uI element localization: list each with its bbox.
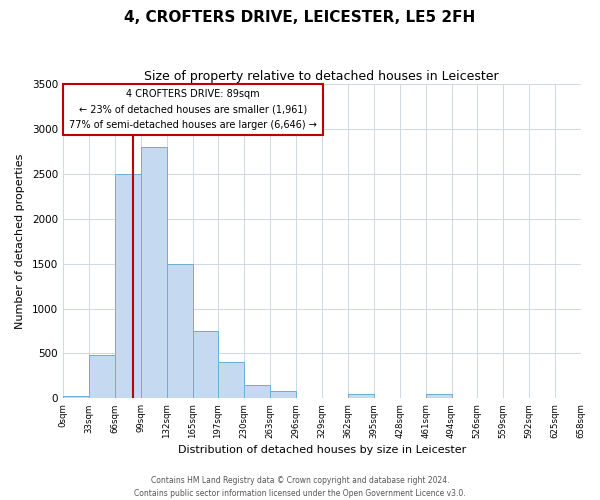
Bar	[348, 394, 374, 398]
FancyBboxPatch shape	[63, 84, 323, 136]
Y-axis label: Number of detached properties: Number of detached properties	[15, 154, 25, 329]
Bar	[141, 147, 167, 399]
Bar	[89, 355, 115, 399]
Text: Contains HM Land Registry data © Crown copyright and database right 2024.
Contai: Contains HM Land Registry data © Crown c…	[134, 476, 466, 498]
Bar	[167, 264, 193, 398]
Text: 4 CROFTERS DRIVE: 89sqm
← 23% of detached houses are smaller (1,961)
77% of semi: 4 CROFTERS DRIVE: 89sqm ← 23% of detache…	[69, 89, 317, 130]
X-axis label: Distribution of detached houses by size in Leicester: Distribution of detached houses by size …	[178, 445, 466, 455]
Bar	[218, 362, 244, 398]
Bar	[425, 394, 452, 398]
Title: Size of property relative to detached houses in Leicester: Size of property relative to detached ho…	[145, 70, 499, 83]
Bar	[270, 391, 296, 398]
Bar	[193, 331, 218, 398]
Bar	[244, 385, 270, 398]
Bar	[115, 174, 141, 398]
Text: 4, CROFTERS DRIVE, LEICESTER, LE5 2FH: 4, CROFTERS DRIVE, LEICESTER, LE5 2FH	[124, 10, 476, 25]
Bar	[63, 396, 89, 398]
